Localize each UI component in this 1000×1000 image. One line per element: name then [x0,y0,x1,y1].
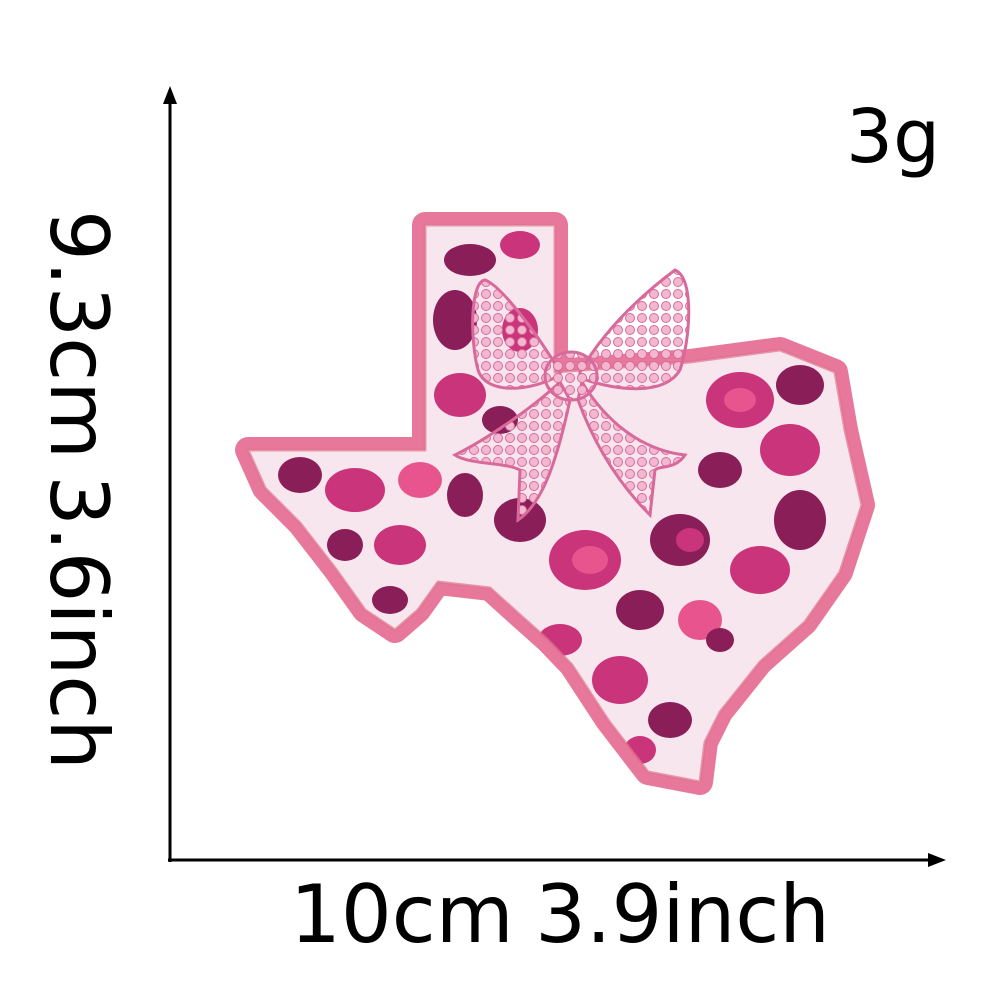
height-dimension-label: 9.3cm 3.6inch [32,210,125,770]
width-inch: 3.9inch [535,868,830,961]
weight-label: 3g [846,94,941,180]
sequin-bow [452,268,691,523]
height-axis [163,86,177,862]
leopard-spots [278,231,826,764]
width-axis [168,853,946,867]
height-cm: 9.3cm [32,210,125,460]
width-cm: 10cm [290,868,514,961]
texas-patch [235,212,875,795]
height-inch: 3.6inch [32,475,125,770]
width-dimension-label: 10cm 3.9inch [290,875,830,955]
